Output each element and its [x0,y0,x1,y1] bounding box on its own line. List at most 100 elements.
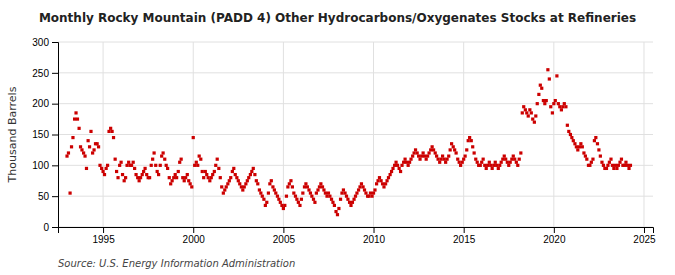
point [432,148,435,151]
point [116,176,119,179]
point [459,164,462,167]
point [624,161,627,164]
point [355,191,358,194]
point [400,164,403,167]
point [504,158,507,161]
point [103,173,106,176]
x-tick-label: 2020 [543,234,566,245]
point [244,182,247,185]
point [482,158,485,161]
point [387,176,390,179]
point [229,176,232,179]
point [420,154,423,157]
point [620,158,623,161]
point [584,154,587,157]
point [537,93,540,96]
point [447,154,450,157]
point [219,176,222,179]
point [174,173,177,176]
point [512,154,515,157]
point [125,164,128,167]
point [286,185,289,188]
point [307,188,310,191]
point [124,176,127,179]
point [175,176,178,179]
point [195,161,198,164]
point [100,167,103,170]
y-tick-mark [52,227,58,228]
point [267,191,270,194]
point [542,99,545,102]
point [389,173,392,176]
point [557,102,560,105]
point [141,173,144,176]
point [322,188,325,191]
point [483,164,486,167]
x-tick-label: 2000 [183,234,206,245]
point [277,198,280,201]
point [258,188,261,191]
point [256,182,259,185]
point [321,185,324,188]
point [489,164,492,167]
point [494,161,497,164]
x-grid-line [193,42,194,227]
point [417,154,420,157]
point [337,207,340,210]
point [582,151,585,154]
point [536,102,539,105]
point [246,179,249,182]
point [217,167,220,170]
point [265,201,268,204]
point [255,179,258,182]
x-tick: 2010 [363,227,386,245]
point [409,158,412,161]
point [339,198,342,201]
point [545,99,548,102]
point [250,170,253,173]
x-tick: 2025 [633,227,656,245]
point [249,173,252,176]
point [67,151,70,154]
x-tick-mark [644,227,645,233]
point [163,158,166,161]
point [216,158,219,161]
point [342,188,345,191]
point [352,198,355,201]
y-tick-label: 50 [38,191,50,202]
point [348,201,351,204]
point [92,148,95,151]
x-tick: 1995 [92,227,115,245]
point [312,198,315,201]
point [214,164,217,167]
x-tick: 2000 [183,227,206,245]
point [522,105,525,108]
point [222,191,225,194]
point [172,176,175,179]
point [253,173,256,176]
point [591,158,594,161]
point [426,154,429,157]
point [408,161,411,164]
point [151,158,154,161]
point [470,139,473,142]
point [232,167,235,170]
point [370,195,373,198]
y-tick: 250 [32,68,58,79]
point [354,195,357,198]
point [162,151,165,154]
point [196,164,199,167]
point [524,108,527,111]
point [551,111,554,114]
y-axis-label: Thousand Barrels [6,86,19,183]
point [363,188,366,191]
point [561,105,564,108]
point [166,167,169,170]
point [274,191,277,194]
point [423,154,426,157]
title: Monthly Rocky Mountain (PADD 4) Other Hy… [39,11,636,25]
point [611,164,614,167]
point [130,164,133,167]
point [351,201,354,204]
point [485,167,488,170]
